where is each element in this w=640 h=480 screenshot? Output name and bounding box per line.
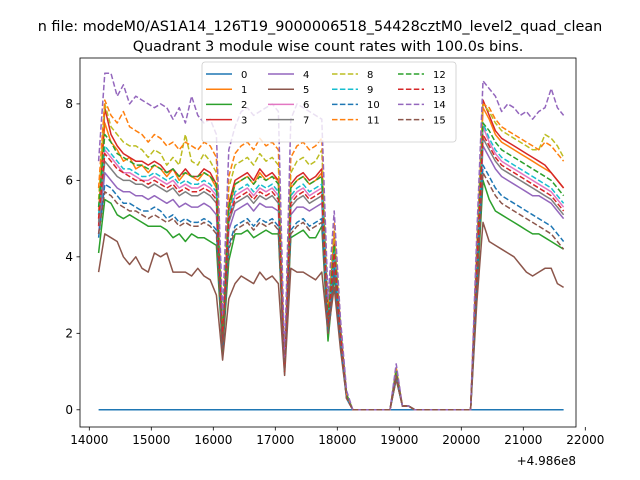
legend-label-9: 9 [367, 85, 373, 96]
x-tick-label: 18000 [318, 433, 356, 447]
legend-label-11: 11 [367, 115, 380, 126]
legend-label-3: 3 [241, 115, 247, 126]
x-axis-offset-label: +4.986e8 [517, 454, 576, 468]
legend-label-12: 12 [433, 70, 446, 81]
legend-label-5: 5 [303, 85, 309, 96]
series-line-8 [97, 103, 565, 411]
legend-label-0: 0 [241, 70, 247, 81]
x-tick-label: 19000 [380, 433, 418, 447]
legend-label-13: 13 [433, 85, 446, 96]
y-tick-label: 4 [65, 250, 73, 264]
series-line-10 [97, 164, 565, 411]
legend-label-10: 10 [367, 100, 380, 111]
y-tick-label: 8 [65, 97, 73, 111]
x-tick-label: 15000 [132, 433, 170, 447]
y-tick-label: 6 [65, 174, 73, 188]
x-tick-label: 16000 [194, 433, 232, 447]
series-line-9 [97, 122, 565, 411]
axes-frame [79, 57, 577, 428]
x-tick-label: 20000 [442, 433, 480, 447]
legend-label-14: 14 [433, 100, 446, 111]
legend-label-7: 7 [303, 115, 309, 126]
legend-label-15: 15 [433, 115, 446, 126]
legend-box [201, 61, 457, 143]
chart-title: Quadrant 3 module wise count rates with … [133, 39, 524, 55]
legend-label-4: 4 [303, 70, 309, 81]
legend-label-2: 2 [241, 100, 247, 111]
series-line-5 [97, 221, 564, 411]
series-line-14 [97, 72, 565, 411]
legend-label-8: 8 [367, 70, 373, 81]
series-line-13 [97, 133, 565, 411]
legend-label-6: 6 [303, 100, 309, 111]
plot-area [97, 72, 565, 411]
series-line-15 [97, 171, 565, 411]
figure-suptitle: n file: modeM0/AS1A14_126T19_9000006518_… [38, 19, 603, 35]
x-tick-label: 21000 [504, 433, 542, 447]
x-tick-label: 14000 [70, 433, 108, 447]
x-tick-label: 17000 [256, 433, 294, 447]
y-tick-label: 2 [65, 327, 73, 341]
x-tick-label: 22000 [566, 433, 604, 447]
y-tick-label: 0 [65, 403, 73, 417]
axes: 14000 15000 16000 17000 18000 19000 20000 21000… [65, 57, 604, 447]
legend-label-1: 1 [241, 85, 247, 96]
series-group [97, 72, 565, 411]
